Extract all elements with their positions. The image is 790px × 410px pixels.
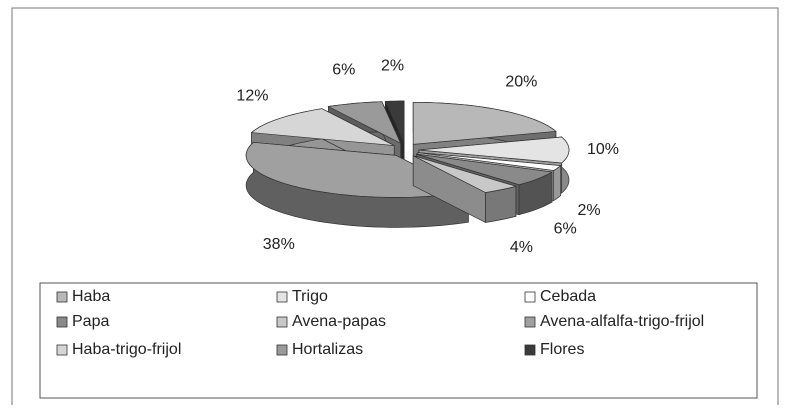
legend-swatch bbox=[524, 344, 536, 356]
slice bbox=[417, 152, 562, 171]
slice bbox=[412, 101, 557, 145]
legend-box bbox=[39, 282, 758, 399]
data-label: 38% bbox=[263, 236, 295, 253]
data-label: 10% bbox=[587, 141, 619, 158]
slice bbox=[245, 142, 470, 198]
data-label: 6% bbox=[554, 221, 577, 238]
legend-swatch bbox=[276, 316, 288, 328]
data-label: 2% bbox=[381, 57, 404, 74]
legend-label: Trigo bbox=[292, 288, 328, 305]
legend-swatch bbox=[56, 291, 68, 303]
legend-label: Haba-trigo-frijol bbox=[72, 341, 181, 358]
legend-label: Papa bbox=[72, 313, 109, 330]
legend-swatch bbox=[276, 291, 288, 303]
slice bbox=[250, 108, 395, 146]
data-label: 20% bbox=[505, 73, 537, 90]
legend-swatch bbox=[56, 344, 68, 356]
legend-swatch bbox=[524, 316, 536, 328]
legend-label: Avena-alfalfa-trigo-frijol bbox=[540, 313, 704, 330]
data-label: 6% bbox=[332, 61, 355, 78]
slice bbox=[416, 153, 554, 186]
data-label: 12% bbox=[236, 88, 268, 105]
slice bbox=[384, 100, 405, 144]
slice bbox=[418, 136, 570, 164]
legend-swatch bbox=[524, 291, 536, 303]
slice bbox=[327, 101, 402, 145]
slice bbox=[413, 155, 518, 193]
legend-label: Flores bbox=[540, 341, 584, 358]
legend-label: Avena-papas bbox=[292, 313, 386, 330]
legend-label: Haba bbox=[72, 288, 110, 305]
data-label: 2% bbox=[578, 202, 601, 219]
legend-swatch bbox=[276, 344, 288, 356]
legend-swatch bbox=[56, 316, 68, 328]
legend-label: Cebada bbox=[540, 288, 596, 305]
data-label: 4% bbox=[510, 239, 533, 256]
legend: Haba Trigo Cebada Papa Avena-papas Avena-alfa… bbox=[56, 288, 704, 358]
pie: 20%10%2%6%4%38%12%6% 2% bbox=[236, 57, 619, 256]
slice-wall bbox=[553, 164, 562, 202]
legend-label: Hortalizas bbox=[292, 341, 363, 358]
